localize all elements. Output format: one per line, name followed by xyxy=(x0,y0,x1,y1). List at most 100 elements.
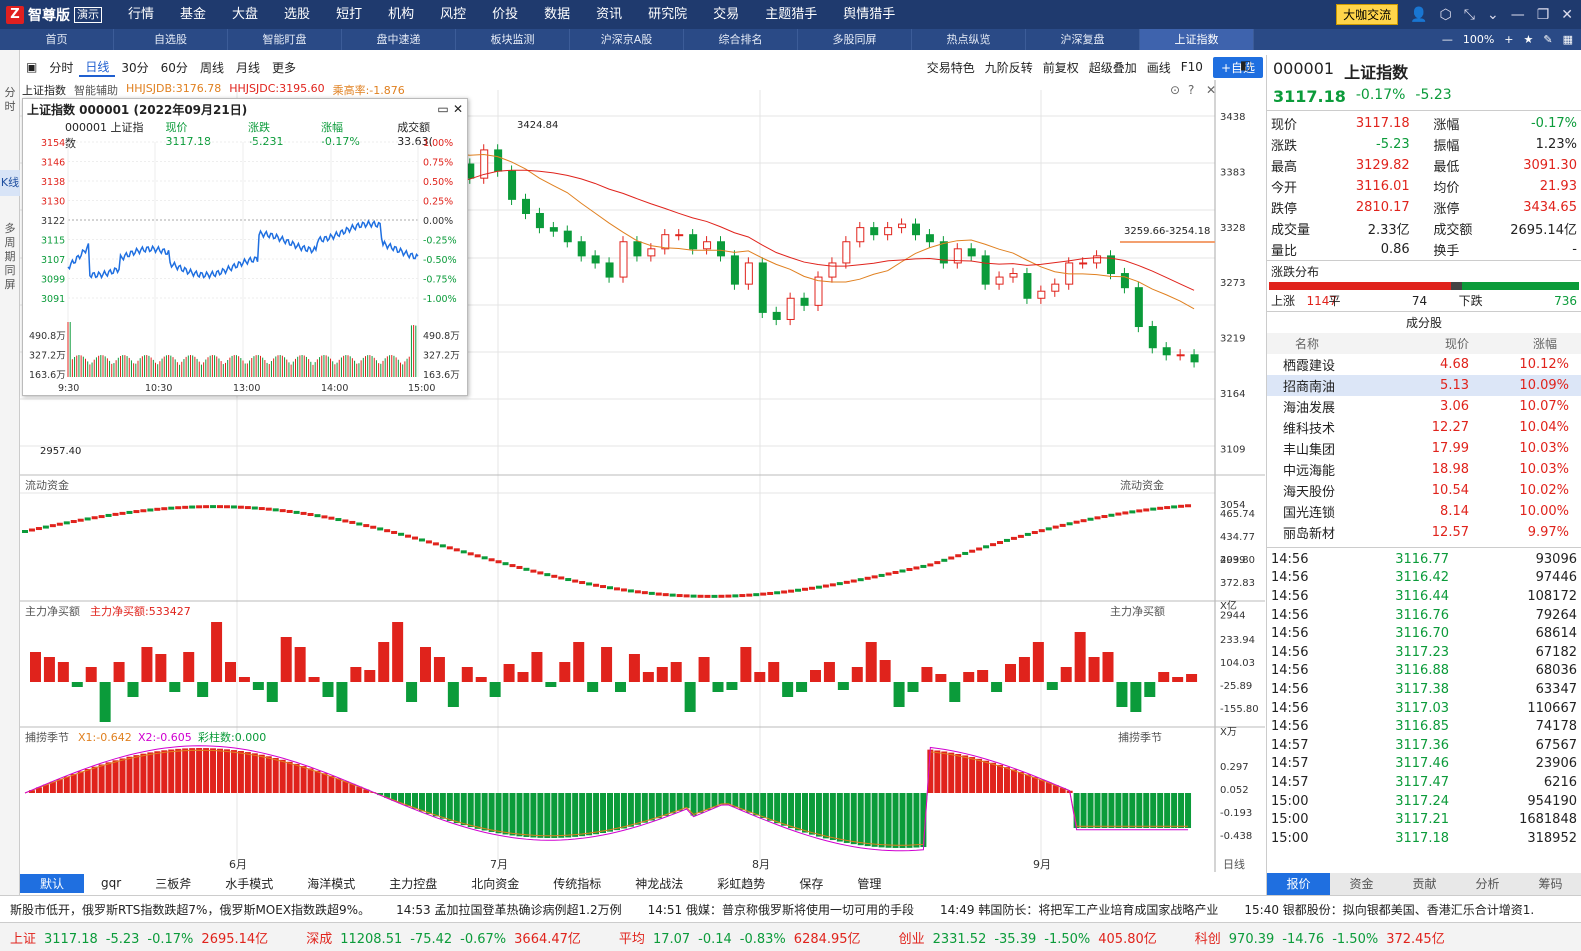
news-item[interactable]: 斯股市低开，俄罗斯RTS指数跌超7%，俄罗斯MOEX指数跌超9%。 xyxy=(10,902,371,917)
menu-item[interactable]: 基金 xyxy=(180,7,207,22)
template-tab[interactable]: 海洋模式 xyxy=(307,876,356,891)
chart-tool[interactable]: 交易特色 xyxy=(926,60,975,75)
period-tab[interactable]: 更多 xyxy=(271,60,296,75)
menu-item[interactable]: 短打 xyxy=(336,7,363,22)
menu-item[interactable]: 价投 xyxy=(492,7,519,22)
period-tab[interactable]: 60分 xyxy=(160,60,188,75)
ticker-item[interactable]: 创业 2331.52 -35.39 -1.50% 405.80亿 xyxy=(899,928,1165,947)
period-tab[interactable]: 周线 xyxy=(199,60,224,75)
app-logo[interactable]: Z 智尊版 演示 xyxy=(6,4,102,25)
pen-icon[interactable]: ✎ xyxy=(1543,33,1553,46)
chart-close-icon[interactable]: ✕ xyxy=(1206,83,1216,97)
minimize-icon[interactable]: — xyxy=(1510,6,1525,23)
period-tab[interactable]: 月线 xyxy=(235,60,260,75)
panel-tab[interactable]: 资金 xyxy=(1349,877,1374,891)
period-tab[interactable]: 分时 xyxy=(49,60,74,75)
tab-item[interactable]: 自选股 xyxy=(114,29,228,50)
panel-tab[interactable]: 筹码 xyxy=(1538,877,1563,891)
intraday-popup[interactable]: 上证指数 000001 (2022年09月21日) ▭ ✕ 000001 上证指… xyxy=(22,98,468,396)
panel-tab[interactable]: 分析 xyxy=(1475,877,1500,891)
assist-toggle[interactable]: 智能辅助 xyxy=(74,84,118,97)
popup-close-icon[interactable]: ✕ xyxy=(452,102,463,116)
cafe-button[interactable]: 大咖交流 xyxy=(1336,4,1399,25)
sidebar-kline[interactable]: K线 xyxy=(0,170,20,196)
ticker-item[interactable]: 深成 11208.51 -75.42 -0.67% 3664.47亿 xyxy=(306,928,589,947)
comp-row[interactable]: 海天股份 10.54 10.02% xyxy=(1267,480,1581,501)
template-tab[interactable]: 默认 xyxy=(20,873,85,893)
menu-item[interactable]: 选股 xyxy=(284,7,311,22)
news-item[interactable]: 14:49 韩国防长：将把军工产业培育成国家战略产业 xyxy=(939,902,1219,917)
period-tab[interactable]: 日线 xyxy=(79,58,116,77)
tab-item[interactable]: 盘中速递 xyxy=(342,29,456,50)
tab-item[interactable]: 上证指数 xyxy=(1140,29,1254,50)
tab-item[interactable]: 沪深复盘 xyxy=(1026,29,1140,50)
template-tab[interactable]: 保存 xyxy=(799,876,824,891)
news-item[interactable]: 14:53 孟加拉国登革热确诊病例超1.2万例 xyxy=(396,902,622,917)
comp-row[interactable]: 丽岛新材 12.57 9.97% xyxy=(1267,522,1581,543)
comp-row[interactable]: 国光连锁 8.14 10.00% xyxy=(1267,501,1581,522)
tab-item[interactable]: 综合排名 xyxy=(684,29,798,50)
menu-item[interactable]: 舆情猎手 xyxy=(843,7,896,22)
chart-tool[interactable]: +自选 xyxy=(1212,56,1263,78)
comp-row[interactable]: 栖霞建设 4.68 10.12% xyxy=(1267,354,1581,375)
layout-icon[interactable]: ▣ xyxy=(26,60,38,74)
menu-item[interactable]: 大盘 xyxy=(232,7,259,22)
news-item[interactable]: 14:51 俄媒：普京称俄罗斯将使用一切可用的手段 xyxy=(647,902,914,917)
zoom-in-icon[interactable]: + xyxy=(1504,33,1514,46)
ticker-item[interactable]: 上证 3117.18 -5.23 -0.17% 2695.14亿 xyxy=(10,928,276,947)
template-tab[interactable]: 北向资金 xyxy=(471,876,520,891)
tab-item[interactable]: 沪深京A股 xyxy=(570,29,684,50)
tab-item[interactable]: 多股同屏 xyxy=(798,29,912,50)
sidebar-minute[interactable]: 分时 xyxy=(4,86,16,113)
menu-item[interactable]: 机构 xyxy=(388,7,415,22)
tab-item[interactable]: 板块监测 xyxy=(456,29,570,50)
period-tab[interactable]: 30分 xyxy=(121,60,149,75)
sidebar-multi-period[interactable]: 多周期同屏 xyxy=(4,222,16,291)
template-tab[interactable]: 主力控盘 xyxy=(389,876,438,891)
tab-item[interactable]: 首页 xyxy=(0,29,114,50)
chart-tool[interactable]: 前复权 xyxy=(1042,60,1079,75)
maximize-icon[interactable]: ❐ xyxy=(1536,6,1550,23)
chart-help-icon[interactable]: ? xyxy=(1188,83,1194,97)
comp-row[interactable]: 海油发展 3.06 10.07% xyxy=(1267,396,1581,417)
menu-item[interactable]: 研究院 xyxy=(648,7,688,22)
chart-tool[interactable]: F10 xyxy=(1180,60,1203,74)
panel-tab[interactable]: 报价 xyxy=(1267,873,1330,895)
template-tab[interactable]: 三板斧 xyxy=(155,876,192,891)
chart-tool[interactable]: 九阶反转 xyxy=(984,60,1033,75)
news-item[interactable]: 15:40 银都股份：拟向银都美国、香港汇乐合计增资1. xyxy=(1244,902,1535,917)
panel-toggle-icon[interactable]: ◧ xyxy=(1240,58,1252,72)
template-tab[interactable]: gqr xyxy=(101,876,122,890)
template-tab[interactable]: 传统指标 xyxy=(553,876,602,891)
menu-item[interactable]: 交易 xyxy=(713,7,740,22)
menu-item[interactable]: 数据 xyxy=(544,7,571,22)
chart-tool[interactable]: 画线 xyxy=(1146,60,1171,75)
template-tab[interactable]: 神龙战法 xyxy=(635,876,684,891)
template-tab[interactable]: 彩虹趋势 xyxy=(717,876,766,891)
tab-item[interactable]: 智能盯盘 xyxy=(228,29,342,50)
panel-tab[interactable]: 贡献 xyxy=(1412,877,1437,891)
favorite-icon[interactable]: ★ xyxy=(1523,33,1534,46)
tab-item[interactable]: 热点纵览 xyxy=(912,29,1026,50)
popup-restore-icon[interactable]: ▭ xyxy=(437,102,449,116)
template-tab[interactable]: 管理 xyxy=(857,876,882,891)
menu-item[interactable]: 主题猎手 xyxy=(765,7,818,22)
grid-icon[interactable]: ▦ xyxy=(1562,33,1573,46)
shrink-icon[interactable]: ⤡ xyxy=(1463,6,1475,23)
menu-item[interactable]: 资讯 xyxy=(596,7,623,22)
comp-row[interactable]: 丰山集团 17.99 10.03% xyxy=(1267,438,1581,459)
close-icon[interactable]: ✕ xyxy=(1561,6,1573,23)
template-tab[interactable]: 水手模式 xyxy=(225,876,274,891)
zoom-out-icon[interactable]: — xyxy=(1441,33,1453,46)
dropdown-icon[interactable]: ⌄ xyxy=(1486,6,1499,23)
user-icon[interactable]: 👤 xyxy=(1410,6,1428,23)
settings-icon[interactable]: ⬡ xyxy=(1439,6,1452,23)
chart-settings-icon[interactable]: ⊙ xyxy=(1170,83,1180,97)
ticker-item[interactable]: 平均 17.07 -0.14 -0.83% 6284.95亿 xyxy=(619,928,869,947)
comp-row[interactable]: 招商南油 5.13 10.09% xyxy=(1267,375,1581,396)
menu-item[interactable]: 行情 xyxy=(128,7,155,22)
chart-tool[interactable]: 超级叠加 xyxy=(1088,60,1137,75)
menu-item[interactable]: 风控 xyxy=(440,7,467,22)
comp-row[interactable]: 中远海能 18.98 10.03% xyxy=(1267,459,1581,480)
comp-row[interactable]: 维科技术 12.27 10.04% xyxy=(1267,417,1581,438)
